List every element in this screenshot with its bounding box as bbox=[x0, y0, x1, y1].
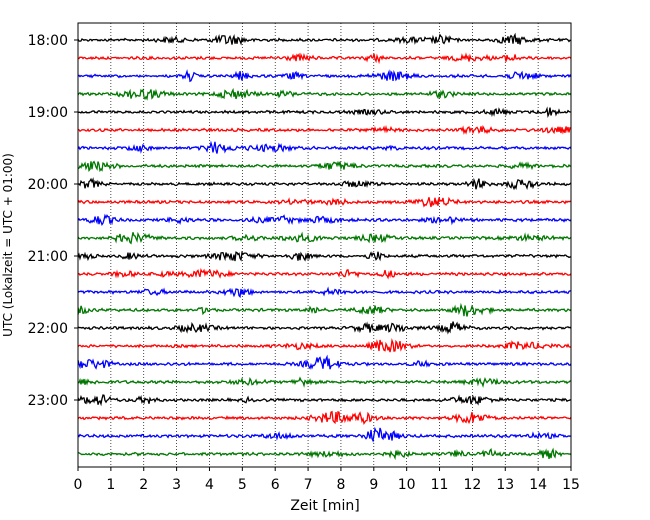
x-tick-label-7: 7 bbox=[304, 477, 313, 493]
trace-1830 bbox=[77, 69, 572, 83]
plot-frame bbox=[77, 22, 572, 468]
x-tick-label-8: 8 bbox=[336, 477, 345, 493]
x-tick-label-13: 13 bbox=[496, 477, 514, 493]
y-tick-label-2000: 20:00 bbox=[28, 177, 68, 193]
y-tick-label-2200: 22:00 bbox=[28, 321, 68, 337]
trace-2315 bbox=[77, 410, 572, 426]
trace-1815 bbox=[77, 52, 572, 65]
trace-2015 bbox=[77, 196, 572, 208]
x-tick-label-6: 6 bbox=[271, 477, 280, 493]
trace-1930 bbox=[77, 140, 572, 154]
x-tick-label-0: 0 bbox=[74, 477, 83, 493]
trace-1945 bbox=[77, 160, 572, 173]
trace-1900 bbox=[77, 106, 572, 119]
trace-2300 bbox=[77, 394, 572, 407]
trace-2230 bbox=[77, 354, 572, 370]
x-tick-label-9: 9 bbox=[369, 477, 378, 493]
x-axis-ticks: 0 1 2 3 4 5 6 7 8 9 10 11 12 13 14 15 bbox=[74, 467, 580, 493]
trace-group bbox=[77, 32, 572, 461]
trace-2100 bbox=[77, 250, 572, 262]
trace-2145 bbox=[77, 302, 572, 317]
x-tick-label-14: 14 bbox=[529, 477, 547, 493]
x-tick-label-5: 5 bbox=[238, 477, 247, 493]
y-axis-ticks: 18:00 19:00 20:00 21:00 22:00 23:00 bbox=[28, 33, 78, 409]
y-tick-label-1900: 19:00 bbox=[28, 105, 68, 121]
y-tick-label-2300: 23:00 bbox=[28, 393, 68, 409]
x-tick-label-4: 4 bbox=[205, 477, 214, 493]
x-tick-label-2: 2 bbox=[139, 477, 148, 493]
trace-1915 bbox=[77, 124, 572, 135]
x-tick-label-3: 3 bbox=[172, 477, 181, 493]
y-tick-label-2100: 21:00 bbox=[28, 249, 68, 265]
x-tick-label-15: 15 bbox=[562, 477, 580, 493]
trace-2130 bbox=[77, 286, 572, 299]
vertical-grid bbox=[110, 23, 539, 467]
x-tick-label-10: 10 bbox=[398, 477, 416, 493]
x-tick-label-1: 1 bbox=[106, 477, 115, 493]
trace-2345 bbox=[77, 447, 572, 461]
y-axis-label: UTC (Lokalzeit = UTC + 01:00) bbox=[1, 153, 15, 337]
y-tick-label-1800: 18:00 bbox=[28, 33, 68, 49]
trace-2030 bbox=[77, 213, 572, 226]
trace-2330 bbox=[77, 426, 572, 443]
x-tick-label-11: 11 bbox=[431, 477, 449, 493]
x-tick-label-12: 12 bbox=[463, 477, 481, 493]
trace-2115 bbox=[77, 267, 572, 280]
trace-2215 bbox=[77, 338, 572, 353]
trace-1800 bbox=[77, 32, 572, 46]
x-axis-label: Zeit [min] bbox=[290, 498, 359, 514]
trace-1845 bbox=[77, 87, 572, 101]
trace-2200 bbox=[77, 321, 572, 335]
trace-2045 bbox=[77, 231, 572, 245]
trace-2000 bbox=[77, 177, 572, 191]
trace-2245 bbox=[77, 376, 572, 388]
